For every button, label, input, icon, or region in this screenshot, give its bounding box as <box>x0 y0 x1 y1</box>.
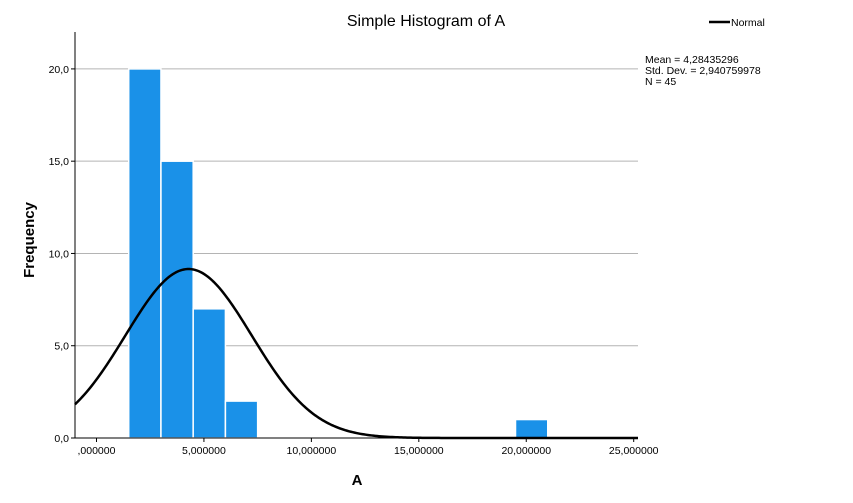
chart-title: Simple Histogram of A <box>347 13 506 30</box>
stat-n: N = 45 <box>645 76 676 88</box>
y-tick-label: 10,0 <box>49 248 70 260</box>
x-ticks: ,000000 5,000000 10,000000 15,000000 20,0000… <box>78 438 659 457</box>
y-ticks: 0,0 5,0 10,0 15,0 20,0 <box>49 64 75 445</box>
histogram-bar <box>127 68 162 439</box>
y-axis-label: Frequency <box>21 201 38 278</box>
y-tick-label: 5,0 <box>54 341 69 353</box>
x-tick-label: 20,000000 <box>501 445 551 457</box>
x-tick-label: ,000000 <box>78 445 116 457</box>
x-tick-label: 15,000000 <box>394 445 444 457</box>
y-tick-label: 15,0 <box>49 156 70 168</box>
x-tick-label: 10,000000 <box>287 445 337 457</box>
stat-std-dev: Std. Dev. = 2,940759978 <box>645 65 761 77</box>
legend: Normal <box>709 17 765 29</box>
x-tick-label: 5,000000 <box>182 445 226 457</box>
legend-normal-label: Normal <box>731 17 765 29</box>
y-tick-label: 0,0 <box>54 433 69 445</box>
x-axis-label: A <box>352 472 363 489</box>
histogram-bar <box>224 400 259 439</box>
x-tick-label: 25,000000 <box>609 445 659 457</box>
histogram-bar <box>160 160 194 439</box>
stat-mean: Mean = 4,28435296 <box>645 54 739 66</box>
histogram-bar <box>514 418 549 439</box>
histogram-bar <box>192 308 227 439</box>
y-tick-label: 20,0 <box>49 64 70 76</box>
stats-box: Mean = 4,28435296 Std. Dev. = 2,94075997… <box>645 54 761 88</box>
